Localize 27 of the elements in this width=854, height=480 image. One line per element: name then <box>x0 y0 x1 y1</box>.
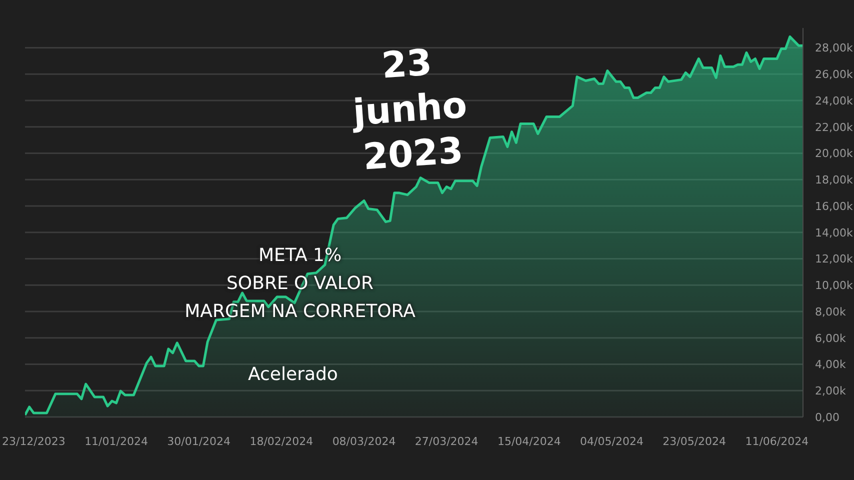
y-tick-label: 8,00k <box>815 305 846 318</box>
x-tick-label: 18/02/2024 <box>250 434 314 448</box>
y-tick-label: 20,00k <box>815 147 854 160</box>
annotation: 23 junho 2023 <box>350 41 470 180</box>
y-tick-label: 26,00k <box>815 68 854 82</box>
x-tick-label: 23/12/2023 <box>2 434 66 448</box>
x-tick-label: 11/06/2024 <box>745 434 809 448</box>
y-tick-label: 28,00k <box>815 42 854 55</box>
y-tick-label: 14,00k <box>815 226 854 240</box>
y-tick-label: 4,00k <box>815 358 846 372</box>
x-tick-label: 27/03/2024 <box>414 434 478 448</box>
x-tick-label: 23/05/2024 <box>662 434 726 448</box>
y-tick-label: 22,00k <box>815 120 854 134</box>
x-tick-label: 11/01/2024 <box>84 434 148 448</box>
y-tick-label: 0,00 <box>815 410 840 424</box>
x-tick-label: 04/05/2024 <box>580 434 644 448</box>
y-tick-label: 24,00k <box>815 94 854 108</box>
y-tick-label: 12,00k <box>815 252 854 266</box>
x-tick-label: 15/04/2024 <box>497 434 561 448</box>
y-tick-label: 2,00k <box>815 384 846 398</box>
y-tick-label: 18,00k <box>815 174 854 187</box>
y-tick-label: 16,00k <box>815 200 854 213</box>
y-tick-label: 6,00k <box>815 332 846 345</box>
y-tick-label: 10,00k <box>815 279 854 292</box>
annotation: Acelerado <box>247 363 339 387</box>
x-tick-label: 30/01/2024 <box>167 434 231 448</box>
x-tick-label: 08/03/2024 <box>332 434 396 448</box>
